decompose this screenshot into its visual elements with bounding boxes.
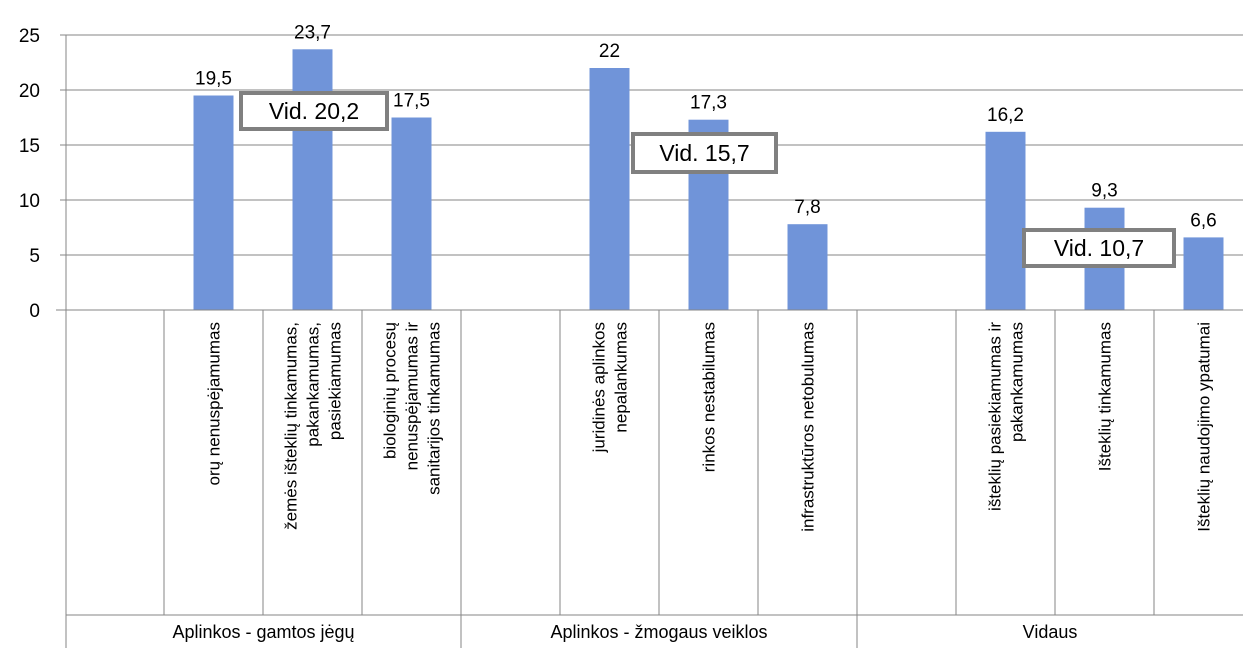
category-label-line: žemės išteklių tinkamumas, — [282, 322, 301, 530]
data-label: 17,3 — [690, 93, 727, 114]
category-label-line: pakankamumas, — [304, 322, 323, 447]
category-label-line: sanitarijos tinkamumas — [425, 322, 444, 495]
bar — [193, 95, 234, 310]
data-label: 23,7 — [294, 22, 331, 43]
bar — [1183, 237, 1224, 310]
data-label: 9,3 — [1091, 181, 1117, 202]
y-tick-label: 5 — [29, 246, 40, 267]
bar — [391, 117, 432, 310]
category-label-line: nenuspėjamumas ir — [403, 322, 422, 471]
average-label: Vid. 20,2 — [269, 98, 359, 124]
bars — [193, 49, 1224, 311]
category-label: Išteklių tinkamumas — [1096, 322, 1115, 471]
average-box — [239, 91, 389, 131]
data-label: 19,5 — [195, 69, 232, 90]
category-label-line: juridinės aplinkos — [590, 322, 609, 453]
labels: 0 5 10 15 20 25 19,5 orų nenuspėjamumas 23,7 žemė… — [19, 22, 1217, 642]
category-label-line: infrastruktūros netobulumas — [799, 322, 818, 532]
y-tick-label: 10 — [19, 191, 40, 212]
data-label: 6,6 — [1190, 210, 1216, 231]
bar — [985, 131, 1026, 310]
category-label: orų nenuspėjamumas — [205, 322, 224, 485]
category-label-line: orų nenuspėjamumas — [205, 322, 224, 485]
category-label: infrastruktūros netobulumas — [799, 322, 818, 532]
category-label-line: rinkos nestabilumas — [700, 322, 719, 472]
category-label-line: Išteklių naudojimo ypatumai — [1195, 322, 1214, 532]
average-label: Vid. 10,7 — [1054, 235, 1144, 261]
bar — [292, 49, 333, 311]
y-tick-label: 15 — [19, 136, 40, 157]
category-label-line: biologinių procesų — [381, 322, 400, 459]
category-label-line: pasiekiamumas — [326, 322, 345, 440]
category-label: žemės išteklių tinkamumas, pakankamumas, p… — [282, 322, 345, 530]
data-label: 7,8 — [794, 197, 820, 218]
y-tick-label: 0 — [29, 301, 40, 322]
bar — [787, 224, 828, 310]
category-label-line: Išteklių tinkamumas — [1096, 322, 1115, 471]
data-label: 22 — [599, 41, 620, 62]
group-label: Aplinkos - žmogaus veiklos — [550, 622, 767, 642]
average-box — [631, 132, 778, 174]
category-label: biologinių procesų nenuspėjamumas ir sanit… — [381, 322, 444, 495]
category-label-line: išteklių pasiekiamumas ir — [986, 322, 1005, 511]
bar — [589, 68, 630, 310]
category-label-line: pakankamumas — [1008, 322, 1027, 442]
group-label: Vidaus — [1023, 622, 1078, 642]
average-label: Vid. 15,7 — [659, 140, 749, 166]
category-label: rinkos nestabilumas — [700, 322, 719, 472]
average-box — [1022, 228, 1176, 268]
axes — [56, 34, 1243, 648]
average-boxes: Vid. 20,2 Vid. 15,7 Vid. 10,7 — [239, 91, 1176, 268]
category-label: išteklių pasiekiamumas ir pakankamumas — [986, 322, 1027, 511]
category-label: Išteklių naudojimo ypatumai — [1195, 322, 1214, 532]
group-label: Aplinkos - gamtos jėgų — [172, 622, 354, 642]
data-label: 17,5 — [393, 91, 430, 112]
data-label: 16,2 — [987, 105, 1024, 126]
category-label-line: nepalankumas — [612, 322, 631, 433]
y-tick-label: 20 — [19, 81, 40, 102]
category-label: juridinės aplinkos nepalankumas — [590, 322, 631, 453]
y-tick-label: 25 — [19, 26, 40, 47]
